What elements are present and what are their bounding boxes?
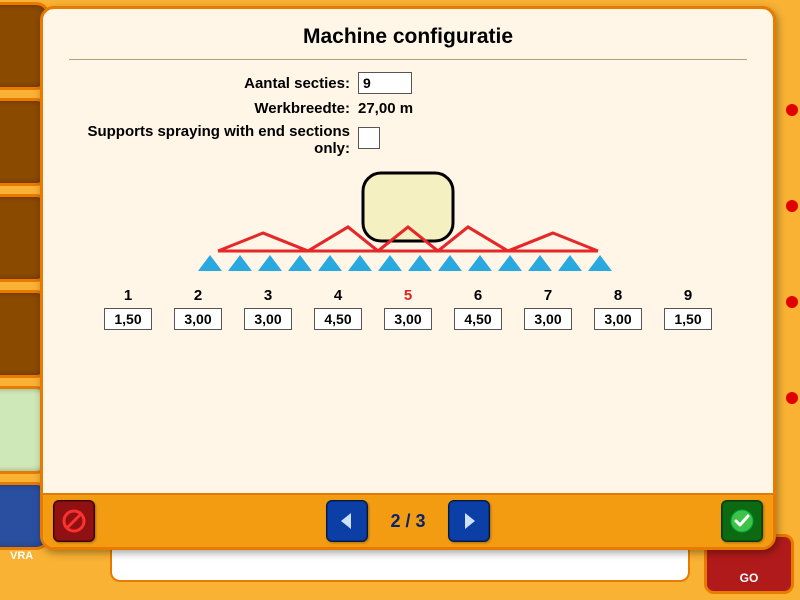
config-form: Aantal secties: 9 Werkbreedte: 27,00 m S… bbox=[63, 72, 753, 157]
section-number: 5 bbox=[404, 287, 412, 304]
end-spray-checkbox[interactable] bbox=[358, 127, 380, 149]
section-number: 9 bbox=[684, 287, 692, 304]
prev-button[interactable] bbox=[326, 500, 368, 542]
cancel-button[interactable] bbox=[53, 500, 95, 542]
section-width-input[interactable]: 1,50 bbox=[104, 308, 152, 330]
section-col: 91,50 bbox=[664, 287, 712, 330]
section-width-input[interactable]: 4,50 bbox=[454, 308, 502, 330]
nozzles bbox=[198, 255, 612, 271]
status-dot bbox=[786, 104, 798, 116]
page-indicator: 2 / 3 bbox=[376, 511, 439, 532]
section-width-input[interactable]: 3,00 bbox=[384, 308, 432, 330]
section-number: 2 bbox=[194, 287, 202, 304]
chevron-left-icon bbox=[336, 510, 358, 532]
sections-row: 11,5023,0033,0044,5053,0064,5073,0083,00… bbox=[63, 287, 753, 330]
confirm-button[interactable] bbox=[721, 500, 763, 542]
vra-label: VRA bbox=[10, 550, 33, 562]
divider bbox=[69, 59, 747, 60]
section-width-input[interactable]: 3,00 bbox=[524, 308, 572, 330]
check-icon bbox=[729, 508, 755, 534]
section-col: 53,00 bbox=[384, 287, 432, 330]
status-dot bbox=[786, 296, 798, 308]
width-value: 27,00 m bbox=[358, 100, 458, 117]
boom-svg bbox=[148, 171, 668, 281]
section-number: 8 bbox=[614, 287, 622, 304]
dialog-title: Machine configuratie bbox=[63, 17, 753, 59]
section-col: 11,50 bbox=[104, 287, 152, 330]
section-col: 73,00 bbox=[524, 287, 572, 330]
section-number: 4 bbox=[334, 287, 342, 304]
section-width-input[interactable]: 3,00 bbox=[594, 308, 642, 330]
section-col: 44,50 bbox=[314, 287, 362, 330]
section-number: 3 bbox=[264, 287, 272, 304]
section-number: 1 bbox=[124, 287, 132, 304]
tank-shape bbox=[363, 173, 453, 241]
next-button[interactable] bbox=[448, 500, 490, 542]
section-width-input[interactable]: 1,50 bbox=[664, 308, 712, 330]
section-col: 23,00 bbox=[174, 287, 222, 330]
dialog-footer: 2 / 3 bbox=[43, 493, 773, 547]
section-number: 7 bbox=[544, 287, 552, 304]
boom-diagram bbox=[63, 171, 753, 281]
cancel-icon bbox=[61, 508, 87, 534]
section-col: 33,00 bbox=[244, 287, 292, 330]
width-label: Werkbreedte: bbox=[63, 100, 350, 117]
section-width-input[interactable]: 3,00 bbox=[174, 308, 222, 330]
status-dot bbox=[786, 200, 798, 212]
config-dialog: Machine configuratie Aantal secties: 9 W… bbox=[40, 6, 776, 550]
section-col: 83,00 bbox=[594, 287, 642, 330]
sections-label: Aantal secties: bbox=[63, 75, 350, 92]
sections-input[interactable]: 9 bbox=[358, 72, 412, 94]
section-width-input[interactable]: 4,50 bbox=[314, 308, 362, 330]
section-number: 6 bbox=[474, 287, 482, 304]
section-col: 64,50 bbox=[454, 287, 502, 330]
section-width-input[interactable]: 3,00 bbox=[244, 308, 292, 330]
chevron-right-icon bbox=[458, 510, 480, 532]
status-dot bbox=[786, 392, 798, 404]
end-spray-label: Supports spraying with end sections only… bbox=[63, 123, 350, 157]
